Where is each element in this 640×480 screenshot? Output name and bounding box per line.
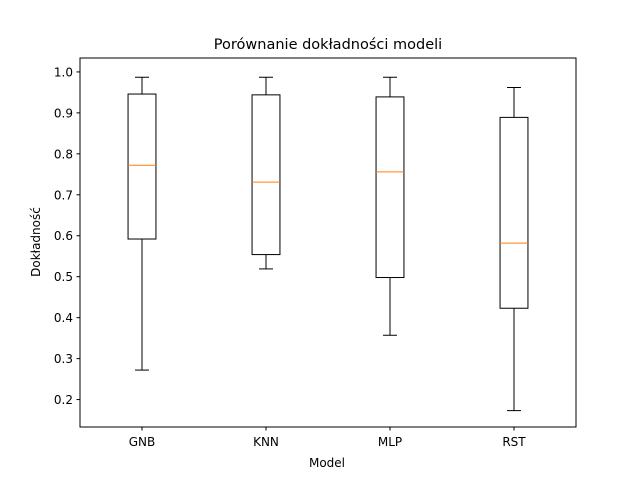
y-tick-label: 1.0: [54, 65, 73, 79]
x-tick-label: KNN: [253, 435, 279, 449]
y-tick-label: 0.8: [54, 147, 73, 161]
box-knn: [251, 94, 281, 256]
y-tick-label: 0.2: [54, 393, 73, 407]
y-tick-label: 0.9: [54, 106, 73, 120]
plot-area: 0.2 0.3 0.4 0.5 0.6 0.7 0.8 0.9 1.0 GNB KNN MLP RST: [54, 65, 529, 449]
y-tick-label: 0.6: [54, 229, 73, 243]
y-tick-label: 0.7: [54, 188, 73, 202]
chart-title: Porównanie dokładności modeli: [214, 37, 442, 53]
y-tick-label: 0.4: [54, 311, 73, 325]
y-axis-label: Dokładność: [29, 207, 43, 277]
box-gnb: [127, 93, 157, 240]
box-rst: [499, 116, 529, 309]
x-tick-label: MLP: [378, 435, 402, 449]
box-mlp: [375, 96, 405, 279]
x-axis-label: Model: [309, 456, 345, 470]
y-tick-label: 0.5: [54, 270, 73, 284]
y-tick-label: 0.3: [54, 352, 73, 366]
x-tick-label: RST: [502, 435, 526, 449]
x-tick-label: GNB: [129, 435, 156, 449]
axes-frame: [79, 57, 577, 428]
